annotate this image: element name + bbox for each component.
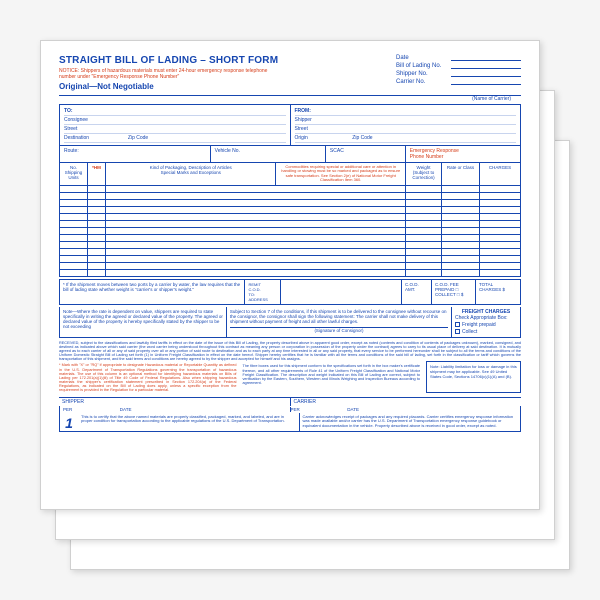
- street-to-label: Street: [64, 125, 286, 134]
- sec7-row: Note—Where the rate is dependent on valu…: [59, 307, 521, 338]
- cod-row: * If the shipment moves between two port…: [59, 279, 521, 305]
- freight-charges-box: FREIGHT CHARGES Check Appropriate Box: F…: [452, 307, 520, 337]
- zip-from-label: Zip Code: [352, 135, 372, 141]
- cod-amt-label: C.O.D. AMT.: [402, 280, 432, 304]
- consignee-label: Consignee: [64, 116, 286, 125]
- hazmat-notice: NOTICE: Shippers of hazardous materials …: [59, 68, 279, 80]
- to-label: TO:: [64, 108, 73, 114]
- destination-label: Destination: [64, 135, 89, 141]
- cert-row-1: 1 This is to certify that the above name…: [59, 413, 521, 432]
- shipper-no-label: Shipper No.: [396, 71, 451, 77]
- line-items[interactable]: [59, 186, 521, 277]
- origin-label: Origin: [295, 135, 308, 141]
- collect-label: Collect: [462, 329, 477, 335]
- total-label: TOTAL CHARGES $: [476, 280, 520, 304]
- shipper-label: Shipper: [295, 116, 517, 125]
- shipper-no-field[interactable]: [451, 71, 521, 77]
- per-date-line: PER DATE PER DATE: [59, 406, 521, 413]
- two-ports-note: * If the shipment moves between two port…: [60, 280, 245, 304]
- carrier-cert-text: Carrier acknowledges receipt of packages…: [300, 413, 521, 431]
- from-label: FROM:: [295, 108, 311, 114]
- liability-box: Note: Liability limitation for loss or d…: [426, 361, 521, 392]
- remit-label: REMIT C.O.D. TO: ADDRESS: [245, 280, 281, 304]
- sec7-text: Subject to Section 7 of the conditions, …: [230, 309, 448, 324]
- bol-label: Bill of Lading No.: [396, 63, 451, 69]
- zip-to-label: Zip Code: [128, 135, 148, 141]
- col-weight: Weight (Subject to Correction): [406, 163, 442, 185]
- erp-label: Emergency Response Phone Number: [406, 146, 520, 162]
- date-label-2: DATE: [347, 407, 359, 412]
- shipper-header: SHIPPER: [59, 398, 291, 406]
- fibre-box-note: The fibre boxes used for this shipment c…: [243, 364, 421, 385]
- prepaid-checkbox[interactable]: [455, 322, 460, 327]
- cod-fee-label: C.O.D. FEE PREPAID □ COLLECT □ $: [432, 280, 476, 304]
- date-label: Date: [396, 55, 451, 61]
- received-fine-print: RECEIVED, subject to the classifications…: [59, 341, 521, 362]
- col-desc: Kind of Packaging, Description of Articl…: [109, 165, 272, 175]
- date-label-1: DATE: [120, 407, 132, 412]
- collect-checkbox[interactable]: [455, 329, 460, 334]
- street-from-label: Street: [295, 125, 517, 134]
- form-sheet-1: STRAIGHT BILL OF LADING – SHORT FORM NOT…: [40, 40, 540, 510]
- hm-red-note: * Mark with "X" or "RQ" if appropriate t…: [59, 363, 237, 392]
- col-hm: *HM: [88, 163, 106, 185]
- carrier-name-line: (Name of Carrier): [59, 95, 521, 102]
- copy-number-1: 1: [60, 413, 78, 431]
- date-field[interactable]: [451, 55, 521, 61]
- consignor-sig: (Signature of Consignor): [230, 327, 448, 333]
- address-block: TO: Consignee Street Destination Zip Cod…: [59, 104, 521, 146]
- route-label: Route:: [60, 146, 211, 162]
- col-rate: Rate or Class: [442, 163, 480, 185]
- prepaid-label: Freight prepaid: [462, 322, 496, 328]
- shipper-cert-text: This is to certify that the above named …: [78, 413, 300, 431]
- original-label: Original—Not Negotiable: [59, 82, 279, 91]
- per-label-1: PER: [63, 407, 72, 412]
- scac-label: SCAC: [326, 146, 406, 162]
- shipper-carrier-header: SHIPPER CARRIER: [59, 397, 521, 406]
- carrier-header: CARRIER: [291, 398, 522, 406]
- per-label-2: PER: [291, 407, 300, 412]
- form-title: STRAIGHT BILL OF LADING – SHORT FORM: [59, 55, 279, 66]
- carrier-no-label: Carrier No.: [396, 79, 451, 85]
- vehicle-label: Vehicle No.: [211, 146, 326, 162]
- col-units: No. Shipping Units: [60, 163, 88, 185]
- route-row: Route: Vehicle No. SCAC Emergency Respon…: [59, 146, 521, 163]
- freight-title: FREIGHT CHARGES: [455, 309, 517, 315]
- header-fields: Date Bill of Lading No. Shipper No. Carr…: [396, 55, 521, 87]
- note-rate: Note—Where the rate is dependent on valu…: [60, 307, 227, 337]
- col-charges: CHARGES: [480, 163, 520, 185]
- table-header: No. Shipping Units *HM Kind of Packaging…: [59, 163, 521, 186]
- freight-sub: Check Appropriate Box:: [455, 315, 517, 321]
- carrier-no-field[interactable]: [451, 79, 521, 85]
- bol-field[interactable]: [451, 63, 521, 69]
- col-red-note: Commodities requiring special or additio…: [276, 163, 406, 185]
